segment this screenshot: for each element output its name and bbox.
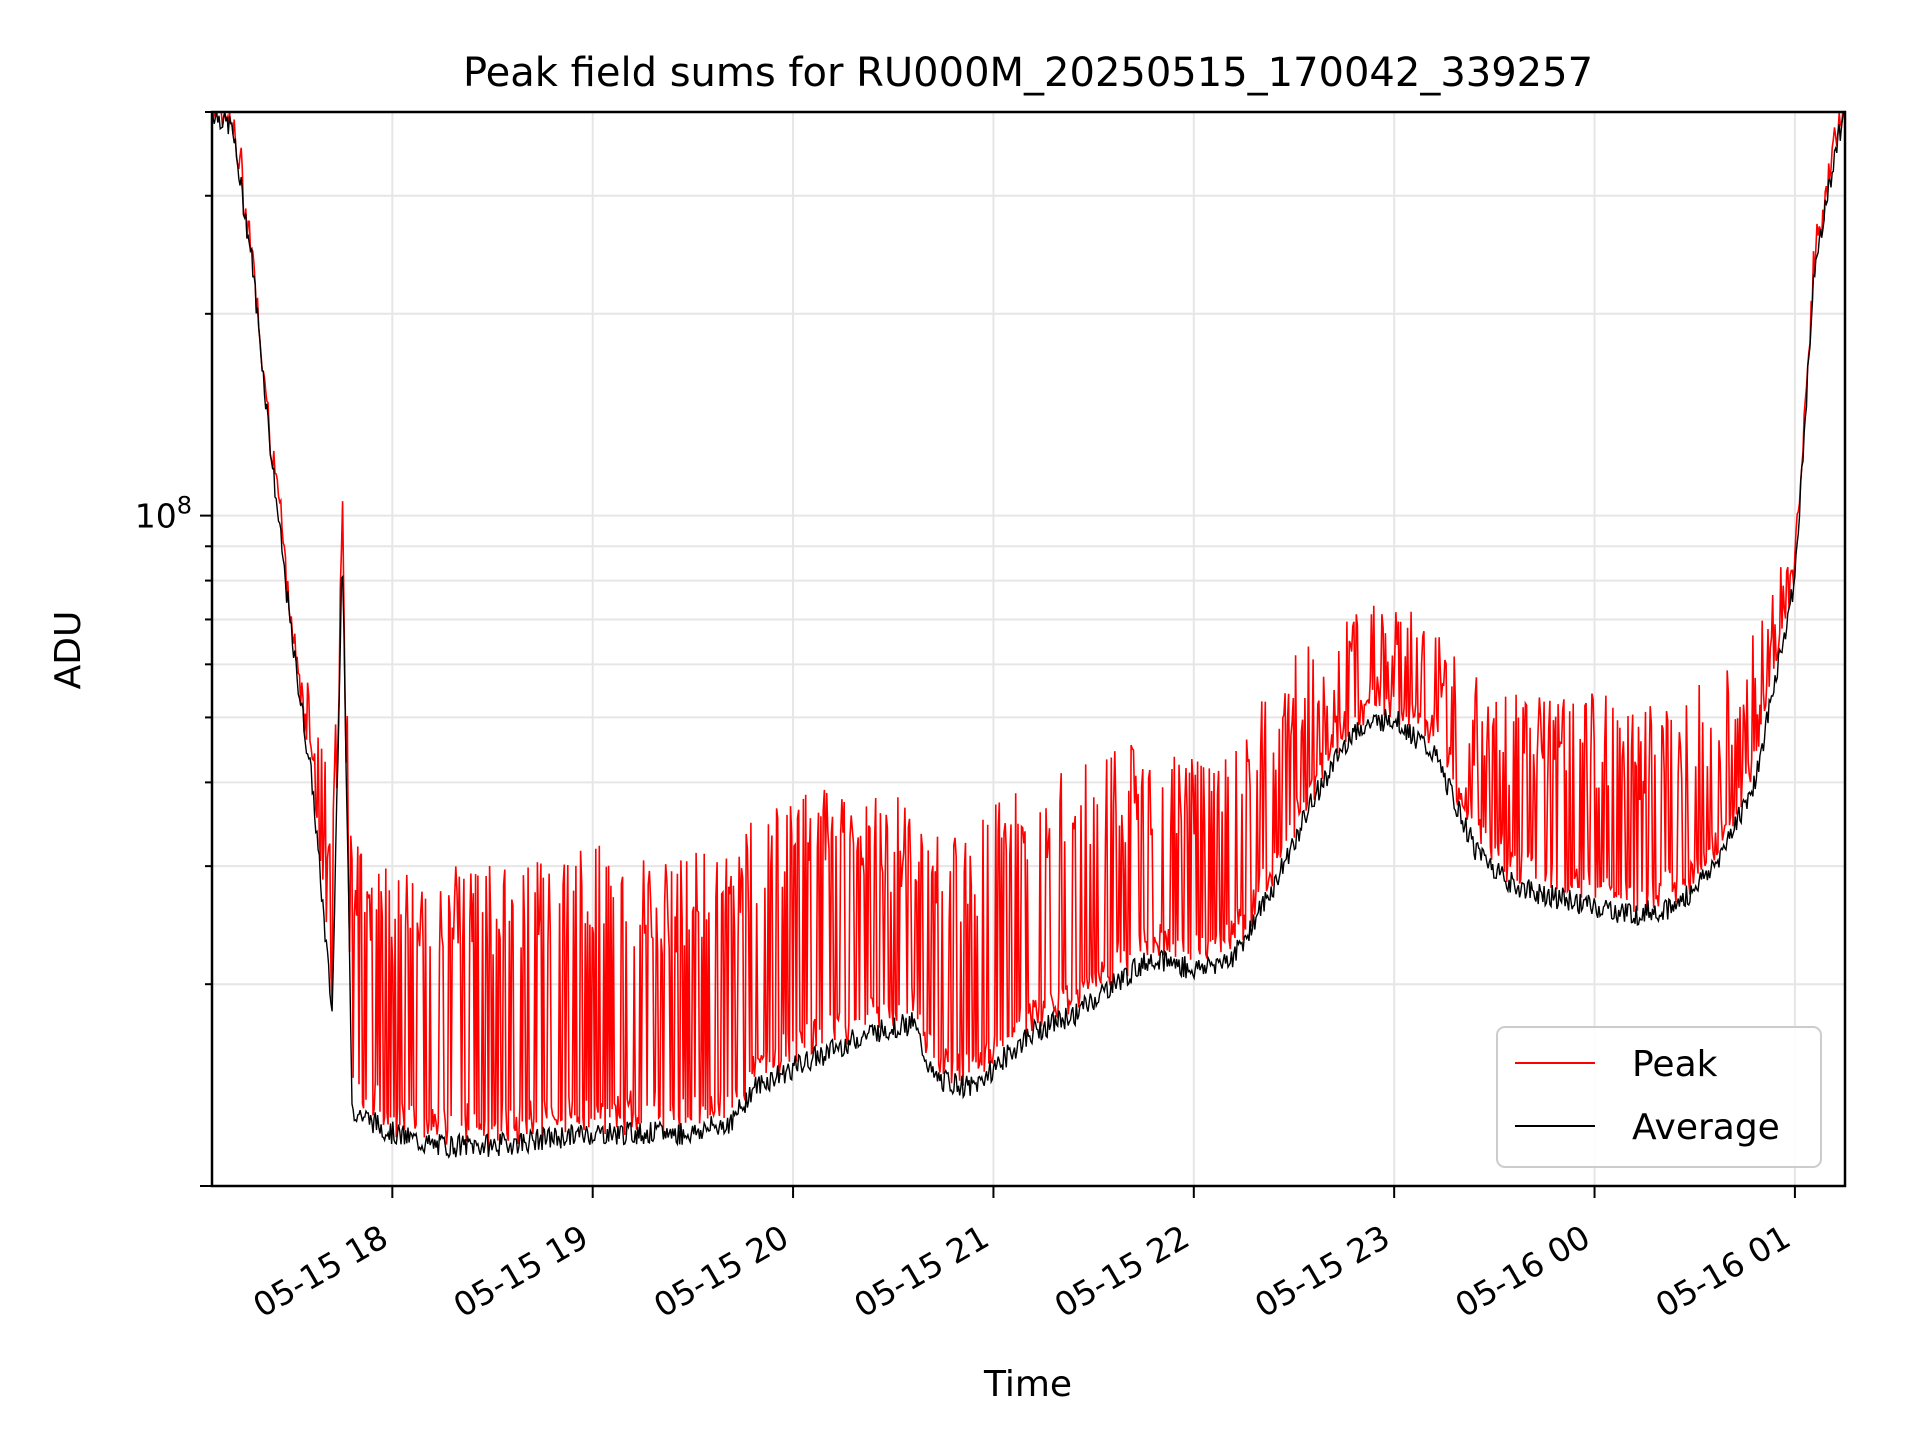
series-peak-line <box>211 111 1845 1151</box>
chart-title: Peak field sums for RU000M_20250515_1700… <box>463 50 1593 96</box>
series-layer <box>211 111 1845 1159</box>
y-tick-label: 108 <box>135 492 192 536</box>
series-average-line <box>211 111 1845 1159</box>
plot-area <box>210 110 1847 1188</box>
legend-average-label: Average <box>1632 1107 1780 1148</box>
legend-peak-label: Peak <box>1632 1044 1718 1085</box>
y-axis-label: ADU <box>48 611 89 690</box>
x-axis-label: Time <box>983 1364 1072 1405</box>
legend: Peak Average <box>1496 1026 1822 1168</box>
